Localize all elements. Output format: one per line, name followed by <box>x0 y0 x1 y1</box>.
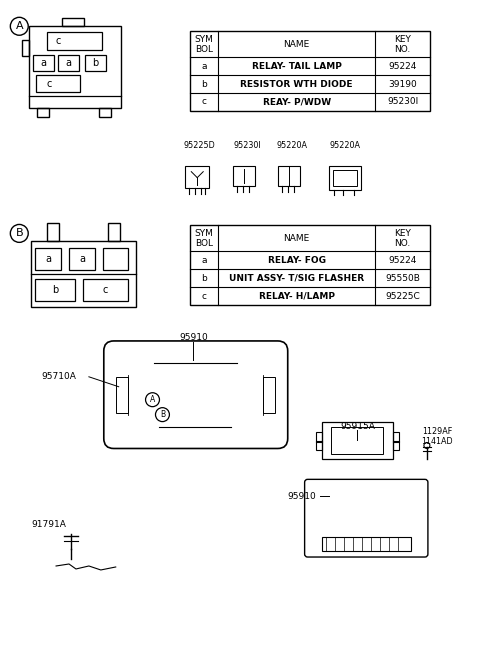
Text: RELAY- H/LAMP: RELAY- H/LAMP <box>259 291 335 301</box>
Bar <box>190 225 430 305</box>
Text: a: a <box>45 254 51 264</box>
Text: c: c <box>55 36 61 47</box>
Text: RELAY- TAIL LAMP: RELAY- TAIL LAMP <box>252 62 342 71</box>
Bar <box>47 223 59 241</box>
Text: 95220A: 95220A <box>330 141 361 150</box>
Text: B: B <box>160 410 165 419</box>
Text: RESISTOR WTH DIODE: RESISTOR WTH DIODE <box>240 79 353 88</box>
Text: 39190: 39190 <box>388 79 417 88</box>
Text: 95220A: 95220A <box>276 141 307 150</box>
Bar <box>322 422 393 459</box>
Text: a: a <box>202 62 207 71</box>
Text: 95230I: 95230I <box>387 98 418 107</box>
Bar <box>35 248 61 271</box>
Bar <box>103 248 128 271</box>
Bar <box>36 75 80 92</box>
Bar <box>31 241 136 307</box>
Bar <box>37 108 49 117</box>
Text: c: c <box>202 98 207 107</box>
Text: a: a <box>65 58 71 68</box>
Text: b: b <box>201 274 207 283</box>
Text: c: c <box>47 79 52 89</box>
Bar <box>278 166 300 185</box>
Text: REAY- P/WDW: REAY- P/WDW <box>263 98 331 107</box>
Text: A: A <box>15 21 23 31</box>
Bar <box>322 537 411 551</box>
Bar <box>332 426 383 455</box>
Bar <box>62 18 84 26</box>
Bar <box>108 223 120 241</box>
Bar <box>393 441 399 451</box>
Text: RELAY- FOG: RELAY- FOG <box>268 256 325 265</box>
Bar <box>69 248 95 271</box>
Bar <box>393 432 399 441</box>
Text: 95910: 95910 <box>179 333 208 343</box>
Text: SYM
BOL: SYM BOL <box>195 229 214 248</box>
Text: NAME: NAME <box>284 234 310 243</box>
Bar <box>58 55 79 71</box>
Text: b: b <box>52 285 58 295</box>
Text: 1129AF
1141AD: 1129AF 1141AD <box>421 427 453 446</box>
Text: 95224: 95224 <box>388 256 417 265</box>
Text: SYM
BOL: SYM BOL <box>195 35 214 54</box>
Text: b: b <box>201 79 207 88</box>
Text: UNIT ASSY- T/SIG FLASHER: UNIT ASSY- T/SIG FLASHER <box>229 274 364 283</box>
Text: c: c <box>202 291 207 301</box>
Bar <box>329 166 361 189</box>
Text: KEY
NO.: KEY NO. <box>394 229 411 248</box>
Bar <box>47 32 102 50</box>
Text: 95550B: 95550B <box>385 274 420 283</box>
Text: A: A <box>150 395 155 404</box>
Text: a: a <box>202 256 207 265</box>
Bar <box>29 26 120 108</box>
Text: NAME: NAME <box>284 40 310 48</box>
Bar <box>33 55 54 71</box>
Bar <box>315 441 322 451</box>
Bar <box>83 279 128 301</box>
Bar <box>116 377 128 413</box>
Bar <box>190 31 430 111</box>
Bar <box>22 40 29 56</box>
Bar <box>263 377 275 413</box>
Text: 95230I: 95230I <box>233 141 261 150</box>
Text: B: B <box>15 229 23 238</box>
Text: 95225C: 95225C <box>385 291 420 301</box>
Bar <box>334 170 357 185</box>
Text: 95225D: 95225D <box>183 141 215 150</box>
Text: 95710A: 95710A <box>42 372 76 381</box>
Bar <box>99 108 111 117</box>
Text: a: a <box>40 58 46 68</box>
Text: 95910: 95910 <box>287 492 316 501</box>
Text: KEY
NO.: KEY NO. <box>394 35 411 54</box>
Text: a: a <box>79 254 85 264</box>
Bar <box>85 55 106 71</box>
Bar <box>233 166 255 185</box>
Text: 95915A: 95915A <box>340 422 375 431</box>
Text: 91791A: 91791A <box>32 519 67 529</box>
Bar <box>315 432 322 441</box>
Text: 95224: 95224 <box>388 62 417 71</box>
Text: c: c <box>102 285 108 295</box>
Bar <box>35 279 75 301</box>
Bar <box>185 166 209 187</box>
Text: b: b <box>92 58 98 68</box>
